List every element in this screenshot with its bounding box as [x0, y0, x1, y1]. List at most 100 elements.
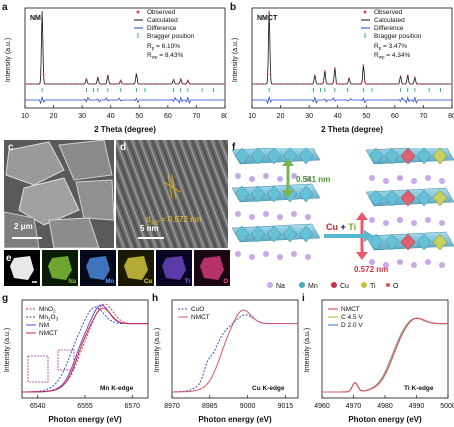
xtick-label: 50 [362, 113, 370, 120]
lattice-fringe [116, 148, 153, 248]
observed-point [314, 74, 316, 77]
panel-g-xanes-chart: Intensity (a.u.) Photon energy (eV) 6540… [4, 299, 149, 424]
panel-d-dspacing: d002 = 0.572 nm [146, 215, 202, 227]
na-ion [277, 176, 283, 182]
panel-b-legend: Observed Calculated Difference Bragger p… [361, 9, 422, 60]
na-ion [439, 220, 445, 226]
panel-a-xrd-chart: Intensity (a.u.) 2 Theta (degree) 10 20 30… [5, 7, 227, 134]
legend-difference: Difference [147, 25, 177, 32]
panel-b-pattern [251, 11, 453, 105]
observed-point [405, 82, 408, 84]
observed-point [64, 83, 66, 85]
observed-point [187, 79, 189, 82]
sem-particles [4, 140, 114, 248]
svg-text:Ti: Ti [370, 283, 376, 290]
panel-b-xlabel: 2 Theta (degree) [321, 125, 383, 134]
observed-point [334, 67, 336, 70]
xtick-label: 6540 [30, 403, 46, 410]
observed-point [115, 83, 118, 85]
observed-point [324, 70, 326, 72]
na-ion [425, 217, 431, 223]
panel-a-xlabel: 2 Theta (degree) [94, 125, 156, 134]
panel-a-ylabel: Intensity (a.u.) [5, 38, 12, 82]
observed-point [195, 83, 198, 85]
observed-point [291, 83, 293, 85]
legend-observed-marker [363, 10, 367, 14]
na-ion [249, 254, 255, 260]
observed-point [394, 83, 396, 85]
xtick-label: 60 [391, 113, 399, 120]
lattice-fringe [191, 140, 228, 240]
panel-a-sample-tag: NM [30, 15, 41, 22]
observed-point [342, 83, 345, 85]
observed-point [132, 83, 135, 85]
xtick-label: 6555 [77, 403, 93, 410]
f-legend: Na Mn Cu Ti O [267, 282, 399, 290]
panel-h-ylabel: Intensity (a.u.) [154, 328, 161, 372]
lattice-fringe [167, 140, 209, 248]
observed-point [172, 78, 175, 81]
xtick-label: 80 [221, 113, 227, 120]
lattice-fringe [123, 140, 165, 248]
observed-point [406, 74, 409, 77]
observed-point [266, 73, 269, 76]
observed-point [58, 83, 61, 85]
observed-point [119, 79, 122, 82]
legend-cuo: CuO [191, 306, 204, 313]
f-top-spacing: 0.541 nm [296, 175, 330, 184]
legend-bragg: Bragger position [147, 33, 195, 40]
observed-point [451, 83, 453, 85]
observed-point [422, 83, 425, 85]
xtick-label: 60 [164, 113, 172, 120]
legend-observed-marker [136, 10, 140, 14]
svg-text:Mn: Mn [308, 283, 318, 290]
xtick-label: 9015 [278, 403, 294, 410]
xtick-label: 8970 [164, 403, 180, 410]
observed-point [388, 83, 390, 85]
panel-g-legend: MnO2 Mn2O3 NM NMCT [26, 306, 59, 337]
xanes-curve [322, 317, 448, 393]
observed-point [35, 83, 38, 85]
xanes-curve [322, 317, 448, 393]
lattice-fringe [116, 180, 141, 248]
observed-point [121, 82, 123, 85]
na-ion [383, 262, 389, 268]
observed-point [365, 83, 368, 85]
observed-point [414, 76, 416, 79]
f-bottom-spacing: 0.572 nm [354, 265, 388, 274]
legend-mn2o3: Mn2O3 [39, 314, 59, 322]
mno6-layer [231, 183, 321, 203]
observed-point [371, 83, 373, 85]
observed-point [224, 83, 226, 85]
na-ion [411, 262, 417, 268]
observed-point [382, 83, 385, 85]
observed-point [138, 83, 141, 85]
panel-g-edge-label: Mn K-edge [100, 385, 134, 392]
panel-i-legend: NMCT C 4.5 V D 2.0 V [328, 306, 363, 329]
lattice-fringe [175, 140, 217, 248]
xtick-label: 9000 [240, 403, 256, 410]
na-ion [277, 214, 283, 220]
eds-na-map: Na [42, 250, 78, 286]
observed-point [81, 83, 83, 85]
panel-c-scalebar-label: 2 μm [14, 222, 33, 231]
panel-f-structure-schematic: 0.541 nm 0.572 nm Cu + Ti Na Mn Cu Ti O [231, 148, 454, 290]
na-ion [397, 175, 403, 181]
xtick-label: 30 [78, 113, 86, 120]
na-ion [263, 211, 269, 217]
xanes-curve [22, 307, 148, 393]
panel-h-letter: h [152, 293, 159, 304]
svg-text:Na: Na [276, 283, 285, 290]
panel-b-sample-tag: NMCT [257, 15, 278, 22]
panel-b-rwp: Rwp = 4.34% [374, 52, 411, 60]
lattice-fringe [139, 140, 181, 248]
observed-point [362, 64, 365, 67]
xtick-label: 10 [248, 113, 256, 120]
xtick-label: 80 [448, 113, 454, 120]
na-ion [305, 176, 311, 182]
svg-text:O: O [393, 283, 399, 290]
panel-f-letter: f [232, 142, 236, 153]
xtick-label: 4980 [377, 403, 393, 410]
lattice-fringe [119, 140, 161, 248]
f-dopants: Cu + Ti [326, 222, 356, 232]
